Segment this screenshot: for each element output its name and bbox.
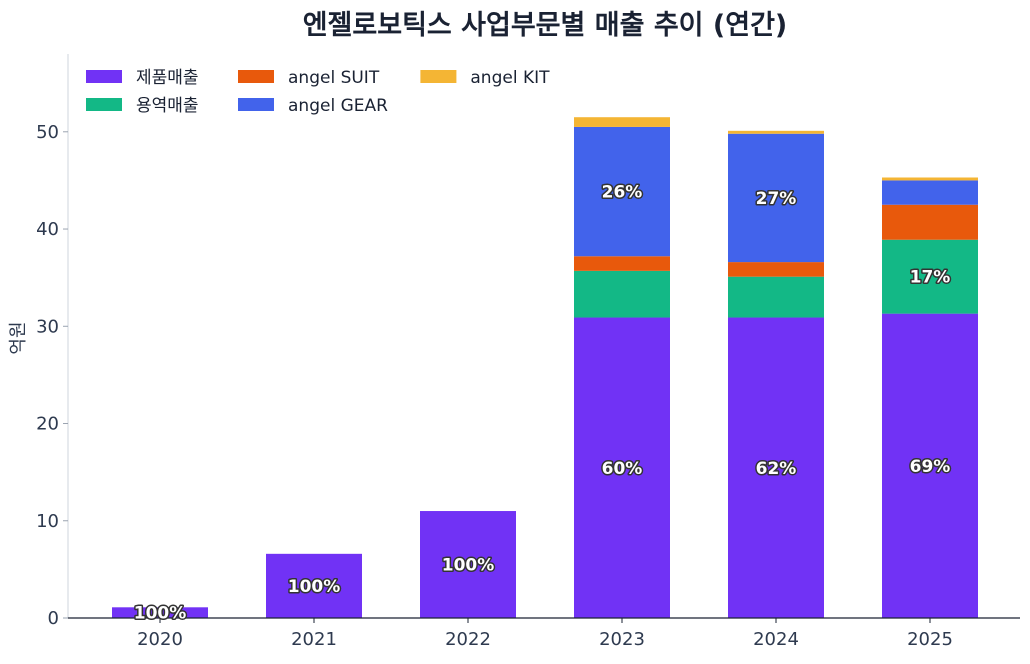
legend-label: angel SUIT [288,68,380,88]
bar-2025-2 [882,204,978,240]
bar-2023-3 [574,126,670,257]
legend-label: angel KIT [470,68,550,88]
x-tick-label: 2025 [907,629,953,650]
x-tick-label: 2023 [599,629,645,650]
legend-label: 용역매출 [136,96,199,116]
y-axis-label: 억원 [8,321,29,354]
y-tick-label: 10 [36,511,59,532]
data-label: 62% [756,459,797,479]
legend-swatch [238,98,274,111]
bar-2024-0 [728,317,824,618]
bar-2024-3 [728,133,824,263]
legend-swatch [86,70,122,83]
data-labels-layer: 100% 100% 100% 60% 26% 62% 27% 69% 17% [132,181,952,625]
data-label: 69% [910,457,951,477]
bar-2021-0 [266,553,362,618]
y-tick-label: 20 [36,414,59,435]
x-tick-label: 2021 [291,629,337,650]
legend-swatch [238,70,274,83]
bar-2025-0 [882,313,978,618]
bar-2023-0 [574,317,670,618]
y-tick-label: 40 [36,219,59,240]
y-tick-label: 50 [36,122,59,143]
x-tick-label: 2024 [753,629,799,650]
bar-2023-4 [574,117,670,127]
data-label: 100% [134,604,187,624]
bar-2024-2 [728,262,824,277]
bar-2025-3 [882,180,978,205]
legend-swatch [420,70,457,83]
axes-layer: 0 10 20 30 40 50 2020 2021 2022 2023 2024 2025 [36,54,1020,650]
bar-2023-1 [574,270,670,318]
bars-layer [112,117,978,618]
bar-2025-1 [882,239,978,314]
bar-2022-0 [420,511,516,618]
bar-2024-1 [728,276,824,318]
chart-title: 엔젤로보틱스 사업부문별 매출 추이 (연간) [303,10,788,41]
x-tick-label: 2022 [445,629,491,650]
data-label: 60% [602,459,643,479]
legend-label: 제품매출 [136,68,199,88]
data-label: 100% [288,577,341,597]
bar-2024-4 [728,130,824,134]
bar-2020-0 [112,607,208,618]
legend-label: angel GEAR [288,96,388,116]
legend-swatch [86,98,122,111]
data-label: 17% [910,268,951,288]
bar-2025-4 [882,177,978,181]
bar-2023-2 [574,256,670,271]
y-tick-label: 30 [36,316,59,337]
data-label: 100% [442,556,495,576]
data-label: 27% [756,189,797,209]
x-tick-label: 2020 [137,629,183,650]
data-label: 26% [602,183,643,203]
y-tick-label: 0 [48,608,59,629]
